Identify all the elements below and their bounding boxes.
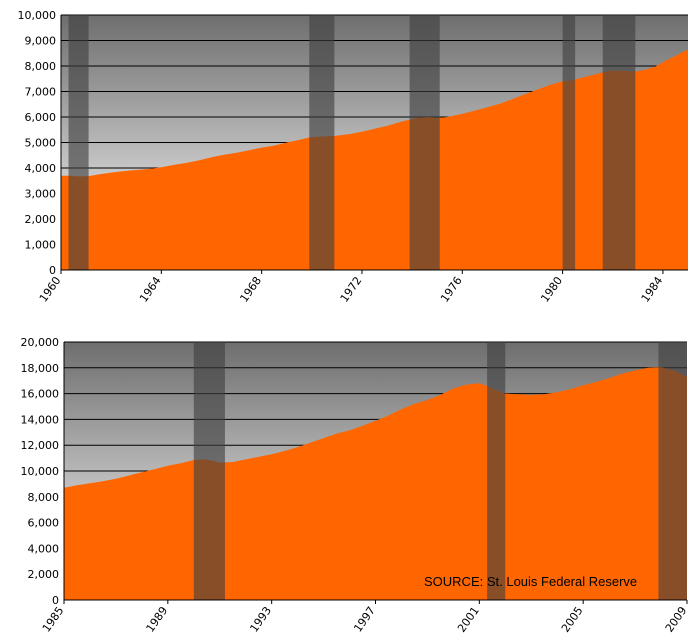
x-tick-label: 1985 — [40, 604, 67, 634]
x-tick-label: 2001 — [455, 604, 482, 634]
y-tick-label: 3,000 — [25, 188, 57, 201]
y-tick-label: 8,000 — [28, 491, 60, 504]
x-tick-label: 1984 — [639, 274, 666, 304]
y-tick-label: 14,000 — [21, 413, 60, 426]
recession-band — [410, 15, 440, 270]
x-tick-label: 1960 — [37, 274, 64, 304]
y-tick-label: 4,000 — [28, 542, 60, 555]
y-tick-label: 12,000 — [21, 439, 60, 452]
y-tick-label: 6,000 — [25, 111, 57, 124]
recession-band — [194, 342, 225, 600]
y-tick-label: 1,000 — [25, 239, 57, 252]
recession-band — [563, 15, 576, 270]
x-tick-label: 1972 — [338, 274, 365, 304]
y-tick-label: 10,000 — [21, 465, 60, 478]
y-tick-label: 20,000 — [21, 336, 60, 349]
y-tick-label: 16,000 — [21, 388, 60, 401]
recession-band — [603, 15, 636, 270]
y-tick-label: 2,000 — [28, 568, 60, 581]
recession-band — [658, 342, 687, 600]
y-tick-label: 5,000 — [25, 137, 57, 150]
x-tick-label: 1997 — [351, 604, 378, 634]
recession-band — [309, 15, 334, 270]
x-tick-label: 2005 — [559, 604, 586, 634]
chart-panel-2: 02,0004,0006,0008,00010,00012,00014,0001… — [21, 336, 690, 635]
x-tick-label: 1968 — [237, 274, 264, 304]
source-note: SOURCE: St. Louis Federal Reserve — [424, 574, 637, 589]
y-tick-label: 10,000 — [18, 9, 57, 22]
y-tick-label: 18,000 — [21, 362, 60, 375]
y-tick-label: 4,000 — [25, 162, 57, 175]
y-tick-label: 6,000 — [28, 517, 60, 530]
y-tick-label: 9,000 — [25, 35, 57, 48]
y-tick-label: 8,000 — [25, 60, 57, 73]
chart-panel-1: 01,0002,0003,0004,0005,0006,0007,0008,00… — [18, 9, 689, 305]
x-tick-label: 2009 — [663, 604, 690, 634]
x-tick-label: 1993 — [247, 604, 274, 634]
x-tick-label: 1980 — [538, 274, 565, 304]
x-tick-label: 1976 — [438, 274, 465, 304]
x-tick-label: 1964 — [137, 274, 164, 304]
y-tick-label: 7,000 — [25, 86, 57, 99]
recession-band — [69, 15, 89, 270]
x-tick-label: 1989 — [144, 604, 171, 634]
y-tick-label: 2,000 — [25, 213, 57, 226]
recession-band — [487, 342, 505, 600]
